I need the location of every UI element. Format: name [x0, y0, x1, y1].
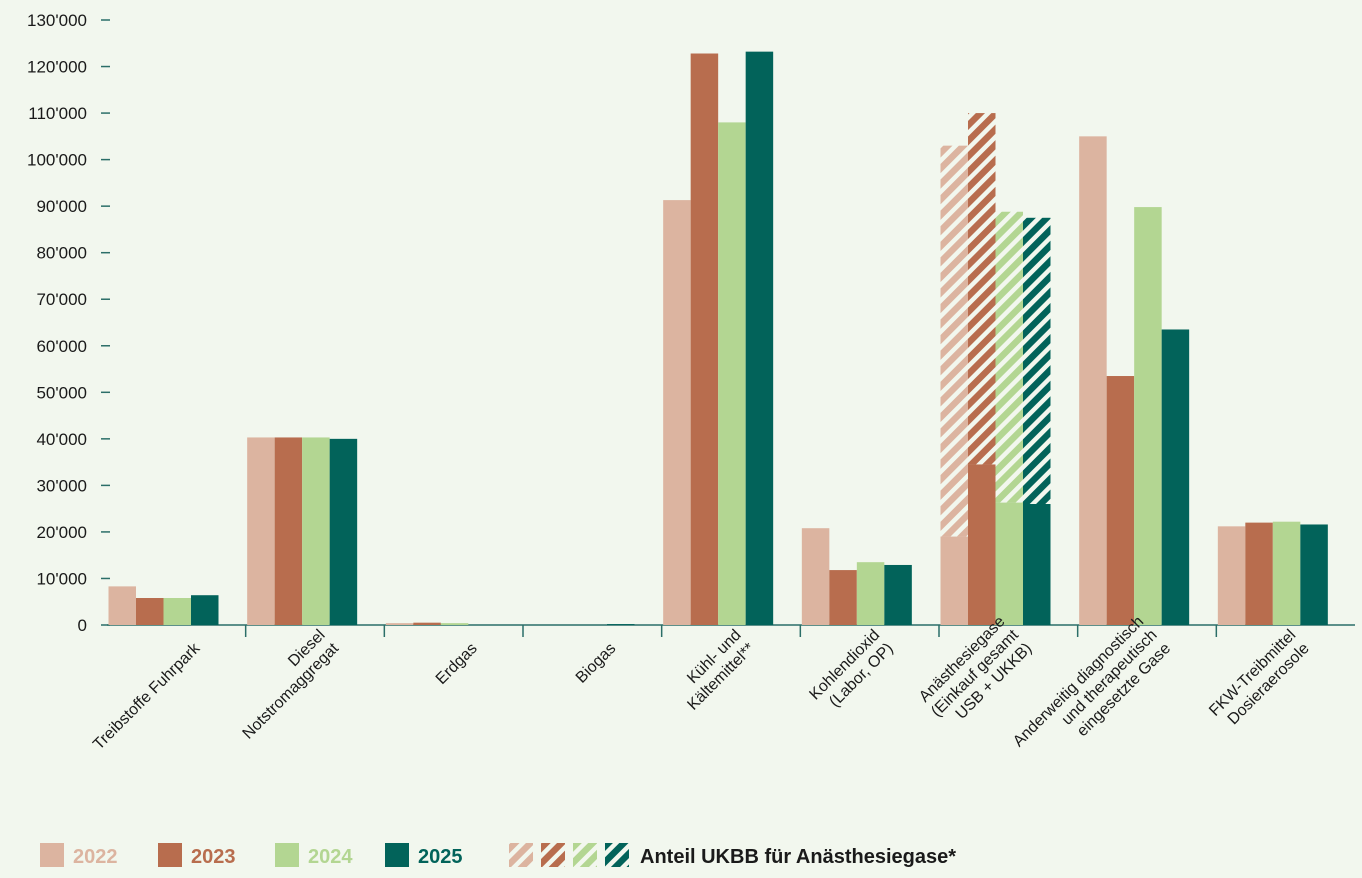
y-tick-label: 20'000: [36, 523, 87, 542]
y-axis: 0 10'000 20'000 30'000 40'000 50'000 60'000 70'…: [27, 11, 110, 635]
category-label: Anästhesiegase(Einkauf gesamtUSB + UKKB): [915, 613, 1036, 734]
bar-2025: [1023, 504, 1051, 625]
category-label: Treibstoffe Fuhrpark: [90, 639, 204, 753]
bar-2025: [607, 624, 635, 626]
bar-2023: [829, 570, 857, 625]
bar-2022: [1079, 136, 1107, 625]
bar-2025: [745, 51, 774, 625]
legend-hatch-swatch-2022: [509, 843, 533, 867]
legend-swatch-2025: [385, 843, 409, 867]
category-label: Kohlendioxid(Labor, OP): [806, 627, 896, 717]
y-tick-label: 70'000: [36, 290, 87, 309]
category-label: Kühl- undKältemittel**: [671, 627, 758, 714]
bar-2024: [1134, 207, 1162, 626]
legend-hatch-swatch-2023: [541, 843, 565, 867]
bar-ukbb-share-2023: [968, 113, 996, 465]
legend: 2022 2023 2024 2025 Anteil UKBB für Anästhes…: [40, 843, 956, 868]
bar-2023: [690, 53, 719, 625]
bar-2025: [1161, 329, 1190, 625]
bar-2024: [718, 122, 746, 625]
category-label: FKW-TreibmittelDosieraerosole: [1206, 627, 1313, 734]
bar-2023: [1245, 522, 1273, 625]
bar-2024: [163, 598, 191, 625]
bar-2024: [440, 623, 469, 625]
bar-2024: [856, 562, 885, 625]
category-label: Erdgas: [433, 640, 481, 688]
bar-2025: [884, 564, 912, 625]
y-tick-label: 110'000: [28, 104, 87, 123]
y-tick-label: 100'000: [27, 151, 87, 170]
y-tick-label: 60'000: [36, 337, 87, 356]
bar-2022: [940, 536, 968, 625]
bar-2022: [247, 437, 275, 625]
legend-swatch-2023: [158, 843, 182, 867]
legend-hatch-swatch-2025: [605, 843, 629, 867]
category-label: Anderweitig diagnostischund therapeutisc…: [1010, 613, 1174, 777]
legend-swatch-2022: [40, 843, 64, 867]
legend-label-2022: 2022: [73, 846, 118, 868]
bar-2023: [274, 437, 303, 625]
bar-2022: [801, 528, 830, 625]
category-labels: Treibstoffe Fuhrpark DieselNotstromaggreg…: [90, 613, 1313, 777]
y-tick-label: 80'000: [36, 244, 87, 263]
bar-2025: [329, 438, 358, 625]
y-tick-label: 120'000: [27, 58, 87, 77]
y-tick-label: 30'000: [36, 476, 87, 495]
bar-2023: [413, 622, 441, 625]
bar-2023: [1106, 376, 1135, 625]
bar-2022: [663, 200, 691, 625]
bar-ukbb-share-2025: [1023, 217, 1051, 505]
bar-2024: [995, 502, 1023, 625]
category-label: DieselNotstromaggregat: [226, 626, 342, 742]
y-tick-label: 40'000: [36, 430, 87, 449]
y-tick-label: 10'000: [36, 569, 87, 588]
legend-label-2025: 2025: [418, 846, 463, 868]
bar-2024: [1272, 521, 1301, 625]
bar-2022: [108, 586, 136, 625]
bar-ukbb-share-2024: [995, 211, 1023, 503]
bar-2023: [968, 464, 996, 625]
legend-label-2024: 2024: [308, 846, 353, 868]
y-tick-label: 90'000: [36, 197, 87, 216]
legend-label-ukbb-share: Anteil UKBB für Anästhesiegase*: [640, 846, 956, 868]
y-tick-label: 50'000: [36, 383, 87, 402]
category-label: Biogas: [573, 640, 620, 687]
bar-2023: [136, 598, 164, 625]
legend-hatch-swatch-2024: [573, 843, 597, 867]
y-tick-label: 130'000: [27, 11, 87, 30]
y-tick-label: 0: [78, 616, 87, 635]
bar-2022: [385, 623, 414, 625]
legend-swatch-2024: [275, 843, 299, 867]
bar-2024: [302, 437, 330, 625]
bar-2025: [191, 595, 219, 625]
legend-label-2023: 2023: [191, 846, 236, 868]
bars: [108, 51, 1328, 626]
bar-ukbb-share-2022: [940, 145, 968, 537]
bar-2025: [1300, 524, 1328, 625]
bar-2022: [1217, 526, 1246, 625]
